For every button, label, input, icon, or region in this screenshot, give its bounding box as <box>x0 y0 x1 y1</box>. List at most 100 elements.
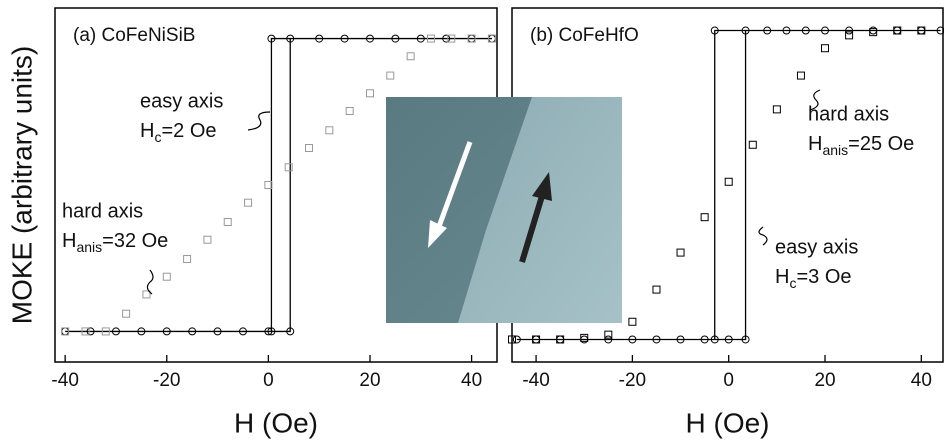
domain-image <box>386 97 622 323</box>
data-point <box>111 327 120 336</box>
data-point <box>821 44 830 53</box>
x-tick-label: -40 <box>522 370 549 391</box>
data-point <box>244 198 253 207</box>
annotation-symbol: H <box>775 266 789 288</box>
x-tick-label: 0 <box>723 370 734 391</box>
annotation-value: Hc=3 Oe <box>775 266 852 290</box>
data-point <box>264 327 273 336</box>
data-point <box>763 26 772 35</box>
x-tick-label: 0 <box>263 370 274 391</box>
data-point <box>315 34 324 43</box>
data-point <box>796 71 805 80</box>
annotation-subscript: c <box>154 129 161 145</box>
x-tick-label: -20 <box>619 370 646 391</box>
annotation-text: =32 Oe <box>102 230 168 252</box>
x-axis-label: H (Oe) <box>234 407 318 438</box>
annotation-title: easy axis <box>775 236 858 258</box>
data-point <box>467 34 476 43</box>
x-tick-label: -20 <box>153 370 180 391</box>
data-point <box>556 335 565 344</box>
data-point <box>162 327 171 336</box>
data-point <box>487 34 496 43</box>
data-point <box>917 26 926 35</box>
data-point <box>137 327 146 336</box>
annotation-value: Hanis=25 Oe <box>808 133 914 157</box>
annotation-subscript: c <box>789 275 796 291</box>
data-point <box>724 177 733 186</box>
data-point <box>406 52 415 61</box>
data-point <box>772 105 781 114</box>
annotation-pointer <box>758 226 768 246</box>
data-point <box>652 335 661 344</box>
data-point <box>267 327 276 336</box>
data-point <box>188 327 197 336</box>
data-point <box>365 34 374 43</box>
data-point <box>81 327 90 336</box>
data-point <box>345 106 354 115</box>
annotation-subscript: anis <box>76 239 102 255</box>
data-point <box>628 317 637 326</box>
data-point <box>821 26 830 35</box>
data-point <box>512 335 521 344</box>
data-point <box>710 26 719 35</box>
panel-title: (b) CoFeHfO <box>530 25 639 46</box>
data-point <box>264 181 273 189</box>
x-tick-label: 20 <box>359 370 380 391</box>
data-point <box>61 327 70 336</box>
data-point <box>203 235 212 244</box>
annotation-text: =3 Oe <box>796 266 851 288</box>
data-point <box>676 335 685 344</box>
data-point <box>391 34 400 43</box>
annotation-text: =2 Oe <box>161 120 216 142</box>
data-point <box>710 335 719 344</box>
data-point <box>238 327 247 336</box>
data-point <box>86 327 95 336</box>
panel-title: (a) CoFeNiSiB <box>73 25 195 46</box>
data-point <box>267 34 276 43</box>
annotation-value: Hanis=32 Oe <box>62 230 168 254</box>
data-point <box>416 34 425 43</box>
loop-line <box>65 37 492 333</box>
data-point <box>183 255 192 264</box>
data-point <box>700 213 709 222</box>
data-point <box>652 285 661 294</box>
annotation-pointer <box>809 89 821 111</box>
data-point <box>604 335 613 344</box>
annotation-pointer <box>146 269 154 295</box>
data-point <box>532 335 541 344</box>
data-point <box>213 327 222 336</box>
data-point <box>286 327 295 336</box>
data-point <box>724 335 733 344</box>
loop-line <box>516 29 941 341</box>
data-point <box>845 31 854 40</box>
data-point <box>700 335 709 344</box>
data-point <box>845 26 854 35</box>
annotation-subscript: anis <box>822 142 848 158</box>
data-point <box>508 335 516 344</box>
data-point <box>936 26 944 35</box>
data-point <box>286 34 295 43</box>
annotation-symbol: H <box>140 120 154 142</box>
data-point <box>628 335 637 344</box>
data-point <box>365 89 374 98</box>
data-point <box>284 163 293 172</box>
data-point <box>223 218 232 227</box>
data-point <box>447 34 456 43</box>
data-point <box>426 34 435 43</box>
data-point <box>604 330 613 339</box>
data-point <box>580 333 589 342</box>
data-point <box>305 143 314 152</box>
x-tick-label: 40 <box>461 370 482 391</box>
x-axis-label: H (Oe) <box>686 407 770 438</box>
y-axis-label: MOKE (arbitrary units) <box>6 46 37 325</box>
annotation-title: easy axis <box>140 90 223 112</box>
x-tick-label: -40 <box>51 370 78 391</box>
data-point <box>748 140 757 149</box>
x-tick-label: 20 <box>814 370 835 391</box>
data-point <box>741 335 750 344</box>
data-point <box>122 309 131 318</box>
data-point <box>869 28 878 37</box>
data-point <box>101 327 110 336</box>
annotation-value: Hc=2 Oe <box>140 120 217 144</box>
data-point <box>782 26 791 35</box>
